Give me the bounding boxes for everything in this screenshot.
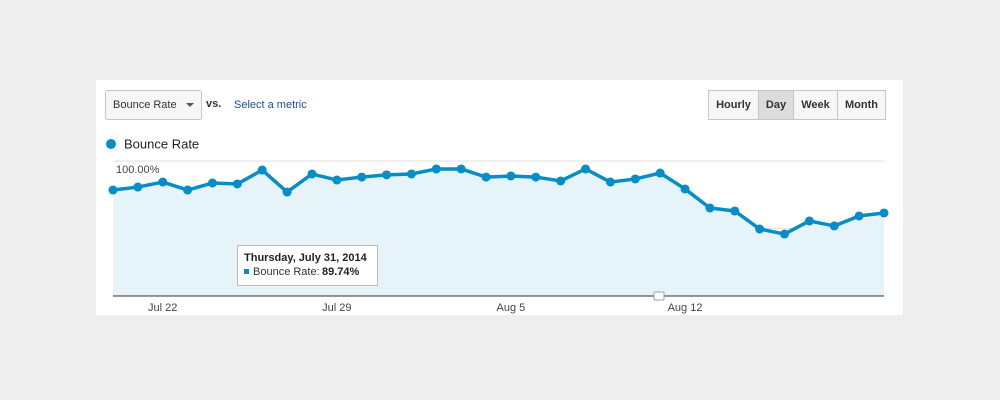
dropdown-label[interactable]: Bounce Rate — [113, 99, 177, 111]
point — [755, 224, 765, 234]
point — [506, 171, 516, 181]
point — [382, 170, 392, 180]
point — [207, 178, 217, 188]
point — [581, 164, 591, 174]
metric-dropdown[interactable]: Bounce Rate — [105, 90, 202, 120]
interval-label[interactable]: Hourly — [716, 99, 752, 111]
point — [854, 211, 864, 221]
point — [481, 172, 491, 182]
point — [630, 174, 640, 184]
interval-button[interactable] — [793, 90, 838, 120]
tooltip-swatch — [244, 269, 249, 274]
point — [158, 177, 168, 187]
point — [556, 176, 566, 186]
dropdown-box[interactable] — [105, 90, 202, 120]
tooltip-box — [237, 245, 378, 286]
y-tick-label: 100.00% — [116, 164, 160, 176]
x-tick-label: Jul 22 — [148, 302, 177, 314]
dropdown-arrow — [186, 103, 194, 107]
point — [705, 203, 715, 213]
legend-dot — [106, 139, 116, 149]
point — [183, 185, 193, 195]
point — [456, 164, 466, 174]
interval-label[interactable]: Week — [801, 99, 830, 111]
point — [730, 206, 740, 216]
legend-label: Bounce Rate — [124, 136, 199, 151]
point — [108, 185, 118, 195]
line — [112, 167, 885, 236]
point — [804, 216, 814, 226]
tooltip-title: Thursday, July 31, 2014 — [244, 252, 368, 264]
point — [232, 179, 242, 189]
tooltip: Thursday, July 31, 2014 Bounce Rate: 89.… — [237, 245, 378, 286]
interval-buttons: Hourly Day Week Month — [708, 90, 886, 120]
point — [605, 177, 615, 187]
point — [307, 169, 317, 179]
point — [357, 172, 367, 182]
point — [829, 221, 839, 231]
point — [655, 168, 665, 178]
x-tick-label: Aug 12 — [668, 302, 703, 314]
annotation-box[interactable] — [653, 291, 665, 301]
x-tick-label: Jul 29 — [322, 302, 351, 314]
point — [332, 175, 342, 185]
point — [406, 169, 416, 179]
point — [780, 229, 790, 239]
point — [680, 184, 690, 194]
point — [282, 187, 292, 197]
point — [531, 172, 541, 182]
point — [257, 165, 267, 175]
annotation-icon[interactable] — [653, 291, 665, 301]
interval-button[interactable] — [837, 90, 886, 120]
point — [431, 164, 441, 174]
x-tick-label: Aug 5 — [497, 302, 526, 314]
interval-label[interactable]: Month — [845, 99, 878, 111]
select-metric-link[interactable]: Select a metric — [234, 99, 307, 111]
interval-button[interactable] — [708, 90, 759, 120]
point — [133, 182, 143, 192]
interval-label[interactable]: Day — [766, 99, 787, 111]
vs-label: vs. — [206, 98, 221, 110]
tooltip-text: Bounce Rate: — [253, 266, 320, 278]
interval-button[interactable] — [758, 90, 794, 120]
point — [879, 208, 889, 218]
tooltip-value: 89.74% — [322, 266, 360, 278]
